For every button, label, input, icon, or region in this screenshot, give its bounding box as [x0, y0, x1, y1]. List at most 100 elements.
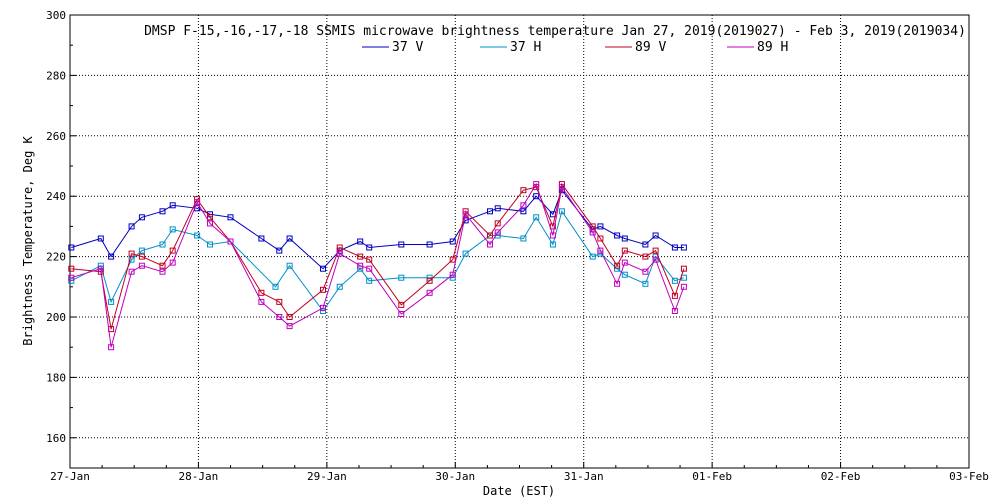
- data-point: [558, 184, 565, 191]
- axis-ticks: 27-Jan 28-Jan 29-Jan 30-Jan 31-Jan 01-Feb 02-F…: [46, 9, 989, 483]
- data-point: [286, 314, 293, 320]
- data-point: [169, 202, 176, 209]
- x-tick-label: 02-Feb: [821, 470, 861, 483]
- series-3: [68, 181, 687, 351]
- data-point: [128, 256, 135, 263]
- data-point: [589, 229, 596, 236]
- data-point: [642, 268, 649, 275]
- data-point: [138, 262, 145, 269]
- data-point: [614, 262, 621, 269]
- data-point: [138, 214, 145, 221]
- y-axis-label: Brightness Temperature, Deg K: [21, 135, 35, 345]
- data-point: [97, 235, 104, 242]
- data-point: [494, 205, 501, 212]
- data-point: [194, 199, 201, 206]
- data-point: [549, 232, 556, 239]
- data-point: [520, 202, 527, 209]
- x-tick-label: 30-Jan: [435, 470, 475, 483]
- data-point: [621, 271, 628, 278]
- data-point: [276, 314, 283, 320]
- data-point: [642, 253, 649, 260]
- data-point: [68, 277, 75, 284]
- data-point: [597, 223, 604, 230]
- data-point: [336, 283, 343, 290]
- data-point: [621, 235, 628, 242]
- x-axis-label: Date (EST): [483, 484, 555, 498]
- data-point: [108, 298, 115, 305]
- y-tick-label: 240: [46, 190, 66, 203]
- data-point: [614, 280, 621, 287]
- data-point: [336, 250, 343, 257]
- data-point: [462, 250, 469, 257]
- data-point: [671, 308, 678, 314]
- data-point: [108, 344, 115, 351]
- data-point: [138, 253, 145, 260]
- data-point: [276, 298, 283, 305]
- data-point: [398, 301, 405, 308]
- series-line: [71, 189, 684, 270]
- y-tick-label: 160: [46, 432, 66, 445]
- x-tick-label: 03-Feb: [949, 470, 989, 483]
- grid-lines: [70, 15, 969, 468]
- data-point: [194, 232, 201, 239]
- data-point: [276, 247, 283, 254]
- y-tick-label: 220: [46, 251, 66, 264]
- data-point: [533, 181, 540, 188]
- y-tick-label: 300: [46, 9, 66, 22]
- data-point: [169, 226, 176, 233]
- data-point: [533, 193, 540, 200]
- data-point: [207, 220, 213, 227]
- data-point: [336, 244, 343, 251]
- data-point: [652, 232, 659, 239]
- data-point: [366, 256, 373, 263]
- legend-label: 37 V: [392, 40, 423, 55]
- data-point: [366, 277, 373, 284]
- data-point: [621, 247, 628, 254]
- y-tick-label: 200: [46, 311, 66, 324]
- series-2: [68, 181, 687, 333]
- data-point: [487, 232, 493, 239]
- data-point: [320, 308, 326, 314]
- data-point: [680, 265, 687, 272]
- data-point: [487, 241, 493, 248]
- data-point: [258, 289, 265, 296]
- data-point: [597, 235, 604, 242]
- data-point: [159, 241, 166, 248]
- data-point: [128, 223, 135, 230]
- legend-label: 89 V: [635, 40, 666, 55]
- data-point: [614, 232, 621, 239]
- data-point: [549, 241, 556, 248]
- series-line: [71, 182, 685, 330]
- series-layer: [68, 181, 687, 351]
- y-tick-label: 180: [46, 371, 66, 384]
- data-point: [272, 283, 279, 290]
- data-point: [108, 253, 115, 260]
- data-point: [642, 241, 649, 248]
- data-point: [597, 247, 604, 254]
- x-tick-label: 28-Jan: [179, 470, 219, 483]
- x-tick-label: 31-Jan: [564, 470, 604, 483]
- data-point: [671, 244, 678, 251]
- x-tick-label: 01-Feb: [692, 470, 732, 483]
- data-point: [68, 274, 75, 281]
- data-point: [398, 241, 405, 248]
- data-point: [621, 259, 628, 266]
- legend-label: 37 H: [510, 40, 541, 55]
- data-point: [462, 211, 469, 218]
- chart-title: DMSP F-15,-16,-17,-18 SSMIS microwave br…: [144, 24, 966, 39]
- data-point: [533, 214, 540, 221]
- data-point: [652, 256, 659, 263]
- data-point: [589, 253, 596, 260]
- series-1: [68, 208, 687, 314]
- data-point: [357, 253, 364, 260]
- legend-label: 89 H: [757, 40, 788, 55]
- series-line: [71, 210, 685, 312]
- data-point: [426, 277, 433, 284]
- data-point: [520, 208, 527, 215]
- data-point: [449, 256, 456, 263]
- data-point: [652, 247, 659, 254]
- data-point: [159, 262, 166, 269]
- data-point: [159, 208, 166, 215]
- data-point: [320, 286, 326, 293]
